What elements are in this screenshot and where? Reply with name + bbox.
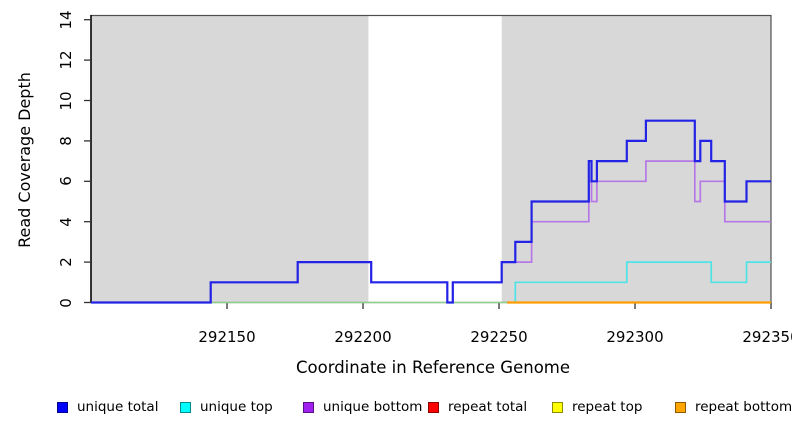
x-tick-label: 292150 [198,328,256,346]
legend-item-unique-total: unique total [57,399,158,415]
legend-item-unique-bottom: unique bottom [303,399,422,415]
legend-label: repeat total [448,399,528,415]
masked-region-shading [501,15,771,303]
legend-item-unique-top: unique top [180,399,273,415]
legend-label: unique bottom [323,399,423,415]
legend-item-repeat-top: repeat top [552,399,642,415]
y-tick-label: 8 [57,136,75,146]
legend-swatch-unique-bottom [303,401,314,413]
legend-label: repeat bottom [695,399,792,415]
legend-item-repeat-total: repeat total [428,399,527,415]
legend-swatch-unique-total [57,401,68,413]
y-tick-label: 0 [57,297,75,308]
legend-label: unique total [77,399,159,415]
legend-swatch-repeat-top [552,401,563,413]
masked-region-shading [91,15,369,303]
x-tick-label: 292300 [606,328,664,346]
legend-label: repeat top [572,399,643,415]
series-line-unique-top [514,261,771,303]
series-line-unique-total [91,119,771,304]
x-tick-label: 292200 [334,328,392,346]
legend-swatch-repeat-total [428,401,439,413]
y-tick-label: 10 [57,90,75,111]
y-axis-title: Read Coverage Depth [14,72,34,248]
legend-label: unique top [200,399,273,415]
legend-swatch-unique-top [180,401,191,413]
legend-item-repeat-bottom: repeat bottom [675,399,792,415]
y-tick-label: 6 [57,176,75,187]
y-tick-label: 4 [57,216,75,227]
y-tick-label: 2 [57,257,75,267]
x-axis-title: Coordinate in Reference Genome [295,358,571,377]
y-tick-label: 12 [57,50,75,70]
legend-swatch-repeat-bottom [675,401,686,413]
x-tick-label: 292250 [470,328,528,346]
y-tick-label: 14 [57,10,75,30]
